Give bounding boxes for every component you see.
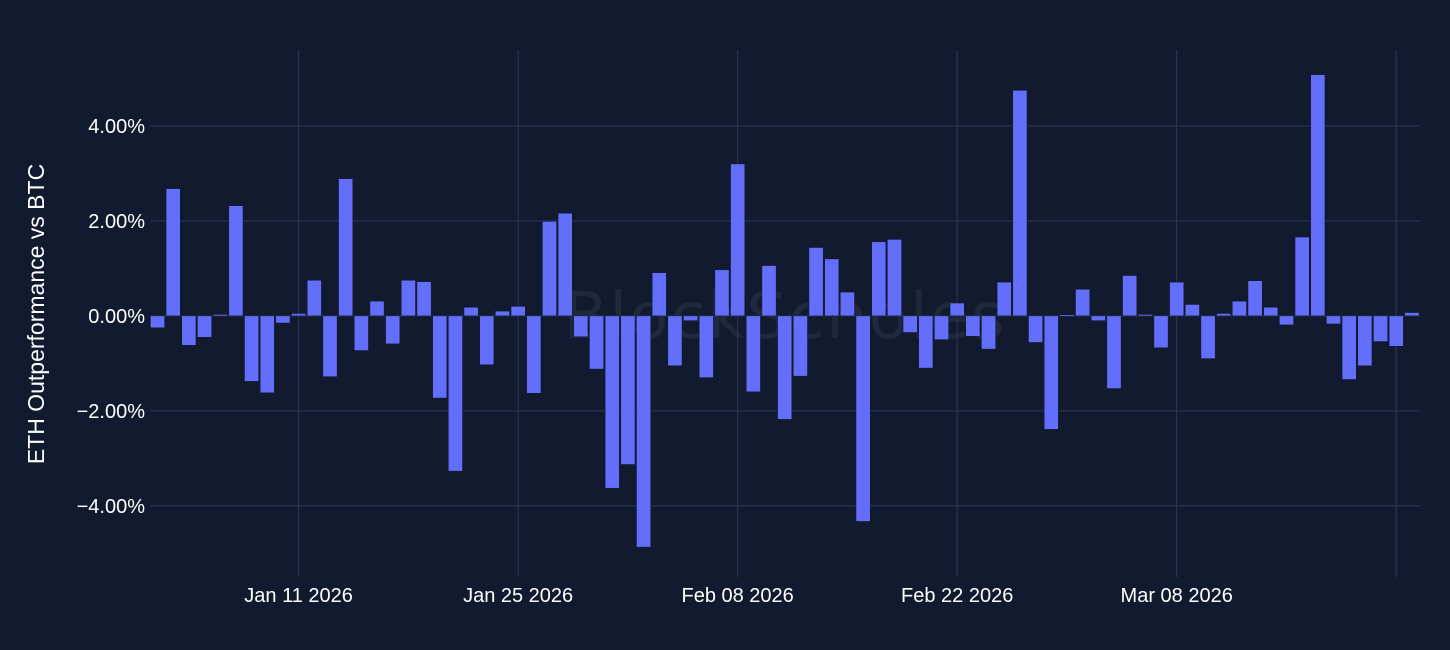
bar <box>1404 312 1420 317</box>
bar <box>275 315 291 324</box>
bar <box>322 315 338 377</box>
bar <box>573 315 589 338</box>
bar <box>291 313 306 317</box>
bar <box>495 310 510 317</box>
bar <box>165 188 181 317</box>
bar <box>1232 300 1247 317</box>
bar-layer <box>150 74 1420 548</box>
bar <box>730 163 746 317</box>
bar <box>369 300 385 317</box>
bar <box>824 258 840 317</box>
bar <box>840 291 855 317</box>
bar <box>463 307 479 317</box>
bar <box>1247 280 1263 317</box>
bar <box>1388 315 1404 347</box>
bar <box>1263 307 1279 317</box>
bar <box>542 221 557 317</box>
bar <box>228 205 244 317</box>
y-axis-title: ETH Outperformance vs BTC <box>23 164 49 464</box>
bar <box>212 314 228 317</box>
bar <box>306 280 322 317</box>
bar <box>1310 74 1326 317</box>
bar <box>432 315 448 399</box>
bar <box>1043 315 1059 430</box>
bar <box>918 315 934 369</box>
bar <box>557 213 573 317</box>
bar <box>1012 90 1028 317</box>
bar <box>338 178 354 317</box>
bar <box>949 302 965 317</box>
bar <box>1326 315 1341 325</box>
bar <box>1200 315 1216 359</box>
bar <box>1075 289 1090 317</box>
bar <box>934 315 949 340</box>
bar <box>808 247 824 317</box>
bar <box>259 315 275 394</box>
x-tick-label: Feb 08 2026 <box>681 585 793 607</box>
bar <box>150 315 165 328</box>
bar <box>871 241 887 317</box>
bar <box>526 315 542 394</box>
bar <box>745 315 761 393</box>
bar <box>1279 315 1294 326</box>
bar <box>1028 315 1043 343</box>
x-tick-label: Jan 25 2026 <box>463 585 573 607</box>
y-tick-label: 0.00% <box>88 306 145 328</box>
y-tick-label: −4.00% <box>77 496 146 518</box>
bar <box>401 280 416 317</box>
bar <box>1185 304 1200 317</box>
y-tick-label: −2.00% <box>77 401 146 423</box>
bar <box>620 315 636 465</box>
bar <box>651 272 667 317</box>
bar <box>793 315 808 377</box>
bar <box>683 315 698 321</box>
bar <box>981 315 996 350</box>
x-tick-labels: Jan 11 2026 Jan 25 2026 Feb 08 2026 Feb 22 … <box>244 585 1233 607</box>
bar <box>777 315 793 420</box>
x-tick-label: Mar 08 2026 <box>1121 585 1233 607</box>
bar <box>604 315 620 489</box>
y-tick-label: 4.00% <box>88 116 145 138</box>
bar <box>1373 315 1388 342</box>
x-tick-label: Feb 22 2026 <box>901 585 1013 607</box>
bar <box>1216 313 1232 317</box>
bar <box>761 265 777 317</box>
bar <box>902 315 918 333</box>
bar <box>667 315 683 366</box>
y-tick-label: 2.00% <box>88 211 145 233</box>
bar <box>1169 281 1185 317</box>
bar <box>1090 315 1106 321</box>
bar <box>510 306 526 317</box>
bar <box>181 315 197 346</box>
bar <box>244 315 259 382</box>
bar <box>1122 275 1138 317</box>
bar <box>479 315 495 366</box>
x-tick-label: Jan 11 2026 <box>244 585 353 607</box>
bar <box>855 315 871 522</box>
bar <box>996 281 1012 317</box>
bar <box>416 281 432 317</box>
bar <box>887 239 902 317</box>
bar <box>636 315 651 548</box>
bar <box>385 315 401 345</box>
bar <box>448 315 463 472</box>
bar <box>1059 314 1075 317</box>
bar <box>714 269 730 317</box>
bar <box>1357 315 1373 366</box>
bar <box>197 315 212 338</box>
bar <box>353 315 369 351</box>
bar <box>1153 315 1169 348</box>
bar <box>589 315 604 370</box>
bar <box>1341 315 1357 380</box>
bar <box>1106 315 1122 389</box>
y-tick-labels: −4.00% −2.00% 0.00% 2.00% 4.00% <box>77 116 146 518</box>
bar <box>1294 236 1310 317</box>
bar <box>965 315 981 337</box>
bar <box>1137 314 1153 317</box>
bar <box>698 315 714 378</box>
